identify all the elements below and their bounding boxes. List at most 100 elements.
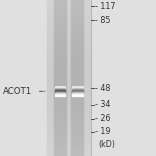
- Bar: [54, 74, 66, 75]
- Bar: [71, 32, 83, 33]
- Bar: [71, 142, 83, 143]
- Bar: [47, 136, 90, 137]
- Bar: [54, 144, 66, 145]
- Bar: [54, 106, 66, 107]
- Bar: [54, 7, 66, 8]
- Bar: [47, 97, 90, 98]
- Bar: [54, 89, 66, 90]
- Bar: [47, 37, 90, 38]
- Bar: [71, 138, 83, 139]
- Bar: [54, 136, 66, 137]
- Bar: [47, 10, 90, 11]
- Bar: [71, 27, 83, 28]
- Bar: [71, 58, 83, 59]
- Bar: [71, 124, 83, 125]
- Bar: [47, 111, 90, 112]
- Bar: [71, 72, 83, 73]
- Bar: [47, 25, 90, 26]
- Bar: [47, 59, 90, 60]
- Text: - 48: - 48: [95, 84, 111, 93]
- Bar: [47, 104, 90, 105]
- Bar: [71, 14, 83, 15]
- Bar: [54, 87, 66, 88]
- Bar: [54, 44, 66, 45]
- Bar: [47, 63, 90, 64]
- Bar: [47, 12, 90, 13]
- Bar: [71, 84, 83, 85]
- Bar: [54, 90, 66, 91]
- Text: (kD): (kD): [98, 140, 115, 149]
- Bar: [71, 42, 83, 43]
- Bar: [54, 93, 66, 94]
- Bar: [47, 48, 90, 49]
- Bar: [71, 127, 83, 128]
- Bar: [71, 62, 83, 63]
- Bar: [47, 152, 90, 153]
- Bar: [54, 142, 66, 143]
- Bar: [54, 40, 66, 41]
- Bar: [71, 63, 83, 64]
- Bar: [71, 38, 83, 39]
- Bar: [54, 99, 66, 100]
- Bar: [54, 86, 66, 87]
- Bar: [71, 40, 83, 41]
- Bar: [54, 19, 66, 20]
- Bar: [71, 44, 83, 45]
- Bar: [54, 126, 66, 127]
- Bar: [54, 85, 66, 86]
- Text: - 85: - 85: [95, 16, 111, 25]
- Bar: [47, 17, 90, 18]
- Bar: [71, 91, 83, 92]
- Bar: [71, 13, 83, 14]
- Bar: [54, 50, 66, 51]
- Bar: [71, 60, 83, 61]
- Bar: [54, 55, 66, 56]
- Bar: [71, 8, 83, 9]
- Bar: [54, 154, 66, 155]
- Bar: [54, 39, 66, 40]
- Bar: [54, 150, 66, 151]
- Bar: [47, 68, 90, 69]
- Bar: [47, 127, 90, 128]
- Bar: [47, 151, 90, 152]
- Bar: [47, 53, 90, 54]
- Bar: [71, 22, 83, 23]
- Bar: [71, 25, 83, 26]
- Bar: [54, 91, 66, 92]
- Bar: [71, 143, 83, 144]
- Bar: [47, 76, 90, 77]
- Bar: [47, 3, 90, 4]
- Bar: [71, 64, 83, 65]
- Bar: [71, 134, 83, 135]
- Bar: [71, 73, 83, 74]
- Bar: [54, 66, 66, 67]
- Bar: [71, 48, 83, 49]
- Bar: [47, 73, 90, 74]
- Bar: [54, 105, 66, 106]
- Bar: [47, 60, 90, 61]
- Bar: [54, 135, 66, 136]
- Bar: [71, 59, 83, 60]
- Bar: [54, 132, 66, 133]
- Bar: [54, 71, 66, 72]
- Bar: [54, 76, 66, 77]
- Bar: [47, 72, 90, 73]
- Bar: [47, 77, 90, 78]
- Bar: [47, 58, 90, 59]
- Bar: [47, 54, 90, 55]
- Bar: [54, 23, 66, 24]
- Bar: [54, 4, 66, 5]
- Bar: [47, 44, 90, 45]
- Bar: [47, 113, 90, 114]
- Bar: [54, 59, 66, 60]
- Bar: [47, 91, 90, 92]
- Bar: [71, 1, 83, 2]
- Bar: [71, 135, 83, 136]
- Bar: [54, 88, 66, 89]
- Bar: [54, 81, 66, 82]
- Bar: [47, 65, 90, 66]
- Bar: [71, 125, 83, 126]
- Bar: [54, 61, 66, 62]
- Bar: [47, 52, 90, 53]
- Bar: [71, 31, 83, 32]
